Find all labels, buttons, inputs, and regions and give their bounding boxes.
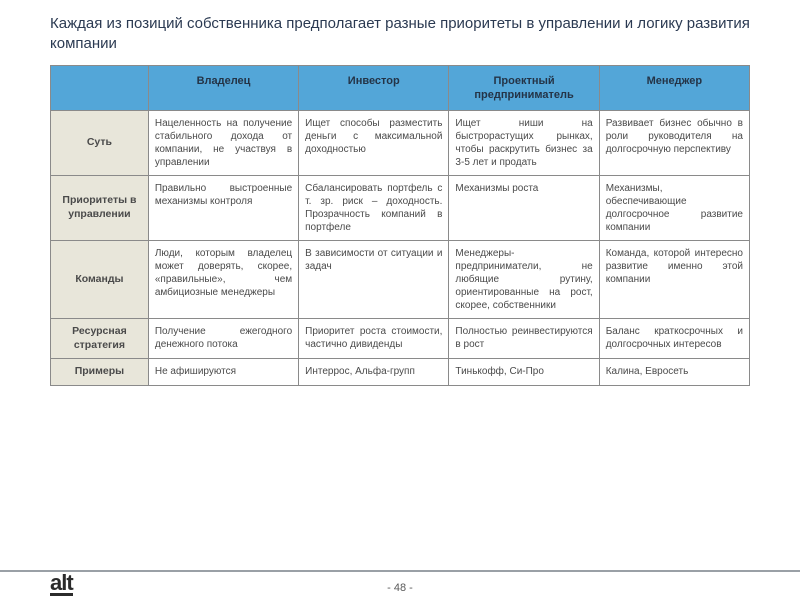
rowhead-priorities: Приоритеты в управлении: [51, 176, 149, 241]
rowhead-resource: Ресурсная стратегия: [51, 319, 149, 359]
table-row: Ресурсная стратегия Получение ежегодного…: [51, 319, 750, 359]
footer-divider: [0, 570, 800, 572]
cell: Команда, которой интересно развитие имен…: [599, 241, 749, 319]
slide: Каждая из позиций собственника предполаг…: [0, 0, 800, 600]
cell: Получение ежегодного денежного потока: [148, 319, 298, 359]
rowhead-essence: Суть: [51, 111, 149, 176]
cell: Механизмы роста: [449, 176, 599, 241]
slide-title: Каждая из позиций собственника предполаг…: [50, 14, 750, 55]
cell: Механизмы, обеспечивающие долгосрочное р…: [599, 176, 749, 241]
cell: Баланс краткосрочных и долгосрочных инте…: [599, 319, 749, 359]
cell: В зависимости от ситуации и задач: [299, 241, 449, 319]
table-row: Приоритеты в управлении Правильно выстро…: [51, 176, 750, 241]
header-owner: Владелец: [148, 65, 298, 111]
cell: Менеджеры-предприниматели, не любящие ру…: [449, 241, 599, 319]
header-corner: [51, 65, 149, 111]
rowhead-teams: Команды: [51, 241, 149, 319]
header-entrepreneur: Проектный предприниматель: [449, 65, 599, 111]
cell: Тинькофф, Си-Про: [449, 359, 599, 386]
cell: Интеррос, Альфа-групп: [299, 359, 449, 386]
table-row: Суть Нацеленность на получение стабильно…: [51, 111, 750, 176]
page-number: - 48 -: [0, 582, 800, 594]
cell: Полностью реинвестируются в рост: [449, 319, 599, 359]
cell: Сбалансировать портфель с т. зр. риск – …: [299, 176, 449, 241]
table-row: Команды Люди, которым владелец может дов…: [51, 241, 750, 319]
rowhead-examples: Примеры: [51, 359, 149, 386]
table-header-row: Владелец Инвестор Проектный предпринимат…: [51, 65, 750, 111]
owner-positions-table: Владелец Инвестор Проектный предпринимат…: [50, 65, 750, 387]
cell: Калина, Евросеть: [599, 359, 749, 386]
cell: Ищет способы разместить деньги с максима…: [299, 111, 449, 176]
cell: Не афишируются: [148, 359, 298, 386]
cell: Люди, которым владелец может доверять, с…: [148, 241, 298, 319]
header-investor: Инвестор: [299, 65, 449, 111]
cell: Правильно выстроенные механизмы контроля: [148, 176, 298, 241]
header-manager: Менеджер: [599, 65, 749, 111]
cell: Приоритет роста стоимости, частично диви…: [299, 319, 449, 359]
cell: Развивает бизнес обычно в роли руководит…: [599, 111, 749, 176]
cell: Ищет ниши на быстрорастущих рынках, чтоб…: [449, 111, 599, 176]
cell: Нацеленность на получение стабильного до…: [148, 111, 298, 176]
table-row: Примеры Не афишируются Интеррос, Альфа-г…: [51, 359, 750, 386]
